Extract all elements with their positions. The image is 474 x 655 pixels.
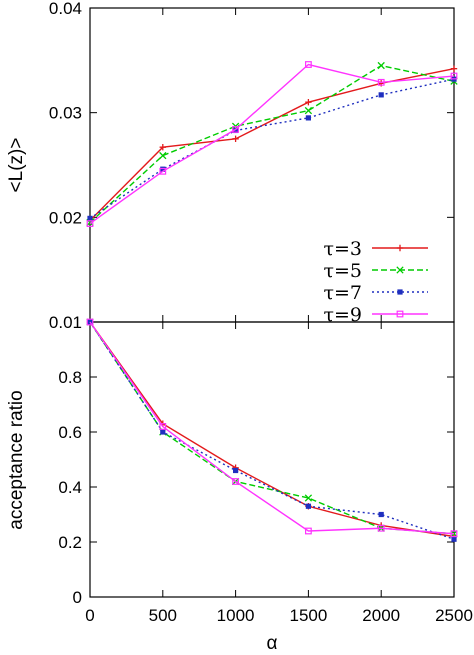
top-data-point (377, 78, 385, 86)
bottom-data-point (378, 511, 384, 518)
top-data-point (304, 106, 313, 115)
legend-label-1: τ=5 (323, 260, 362, 282)
bottom-ytick-label: 0.2 (58, 533, 82, 552)
bottom-data-point (304, 494, 313, 502)
bottom-ytick-label: 0.4 (58, 478, 82, 497)
bottom-xtick-label: 2000 (362, 606, 400, 625)
bottom-xtick-label: 1500 (289, 606, 327, 625)
bottom-data-point (450, 530, 458, 538)
top-data-point (233, 127, 239, 134)
legend-marker-1 (396, 266, 404, 274)
bottom-panel: 0 0.2 0.4 0.6 0.8 0 500 1000 1500 2000 2500 accept… (6, 318, 473, 654)
legend-label-2: τ=7 (323, 282, 362, 304)
bottom-data-point (232, 478, 240, 485)
legend-label-0: τ=3 (323, 238, 362, 260)
bottom-xtick-label: 500 (149, 606, 177, 625)
top-data-point (160, 166, 166, 172)
top-data-point (450, 72, 458, 80)
bottom-data-point (305, 527, 312, 535)
bottom-xtick-label: 0 (85, 606, 94, 625)
legend-label-3: τ=9 (323, 304, 362, 326)
top-y-axis-title: <L(z)> (6, 138, 27, 193)
bottom-data-point (377, 524, 385, 532)
top-data-point (450, 65, 458, 72)
bottom-data-point (160, 429, 166, 435)
top-data-point (305, 115, 311, 121)
bottom-data-point (86, 318, 94, 326)
top-data-point (87, 215, 93, 221)
top-data-point (159, 151, 167, 160)
bottom-series-group (86, 318, 458, 542)
legend: τ=3τ=5τ=7τ=9 (323, 238, 428, 326)
top-series-group (86, 61, 458, 228)
legend-marker-3 (396, 310, 404, 318)
top-data-point (305, 61, 312, 68)
bottom-ticks: 0 0.2 0.4 0.6 0.8 0 500 1000 1500 2000 2500 (58, 322, 473, 625)
bottom-series-line-tau1 (89, 321, 455, 535)
top-series-line-tau3 (89, 63, 455, 225)
top-data-point (159, 167, 167, 175)
top-y-ticks: 0.01 0.02 0.03 0.04 (49, 0, 455, 332)
bottom-data-point (451, 536, 457, 542)
bottom-ytick-label: 0 (73, 588, 82, 607)
top-series-line-tau2 (89, 78, 455, 219)
top-series-line-tau0 (89, 68, 455, 221)
bottom-series-line-tau2 (89, 321, 455, 540)
bottom-plot-frame (89, 321, 455, 598)
top-series-line-tau1 (89, 64, 455, 224)
x-axis-title: α (267, 633, 278, 654)
top-data-point (377, 61, 385, 70)
bottom-xtick-label: 1000 (217, 606, 255, 625)
top-data-point (159, 144, 166, 151)
top-ytick-label: 0.01 (49, 313, 82, 332)
top-data-point (232, 135, 239, 143)
top-ytick-label: 0.04 (49, 0, 82, 18)
bottom-series-line-tau3 (89, 321, 455, 535)
bottom-data-point (305, 503, 311, 509)
top-data-point (86, 220, 94, 228)
bottom-y-axis-title: acceptance ratio (6, 390, 27, 529)
top-data-point (232, 126, 240, 133)
top-data-point (305, 99, 312, 106)
top-panel: 0.01 0.02 0.03 0.04 <L(z)> τ=3τ=5τ=7τ=9 (6, 0, 458, 332)
bottom-data-point (233, 467, 239, 474)
legend-marker-0 (396, 244, 404, 252)
top-data-point (378, 92, 384, 98)
top-ytick-label: 0.02 (49, 208, 82, 227)
bottom-xtick-label: 2500 (435, 606, 473, 625)
bottom-series-line-tau0 (89, 321, 455, 538)
bottom-data-point (159, 423, 167, 430)
bottom-ytick-label: 0.8 (58, 368, 82, 387)
top-ytick-label: 0.03 (49, 104, 82, 123)
bottom-ytick-label: 0.6 (58, 423, 82, 442)
legend-marker-2 (397, 289, 403, 295)
